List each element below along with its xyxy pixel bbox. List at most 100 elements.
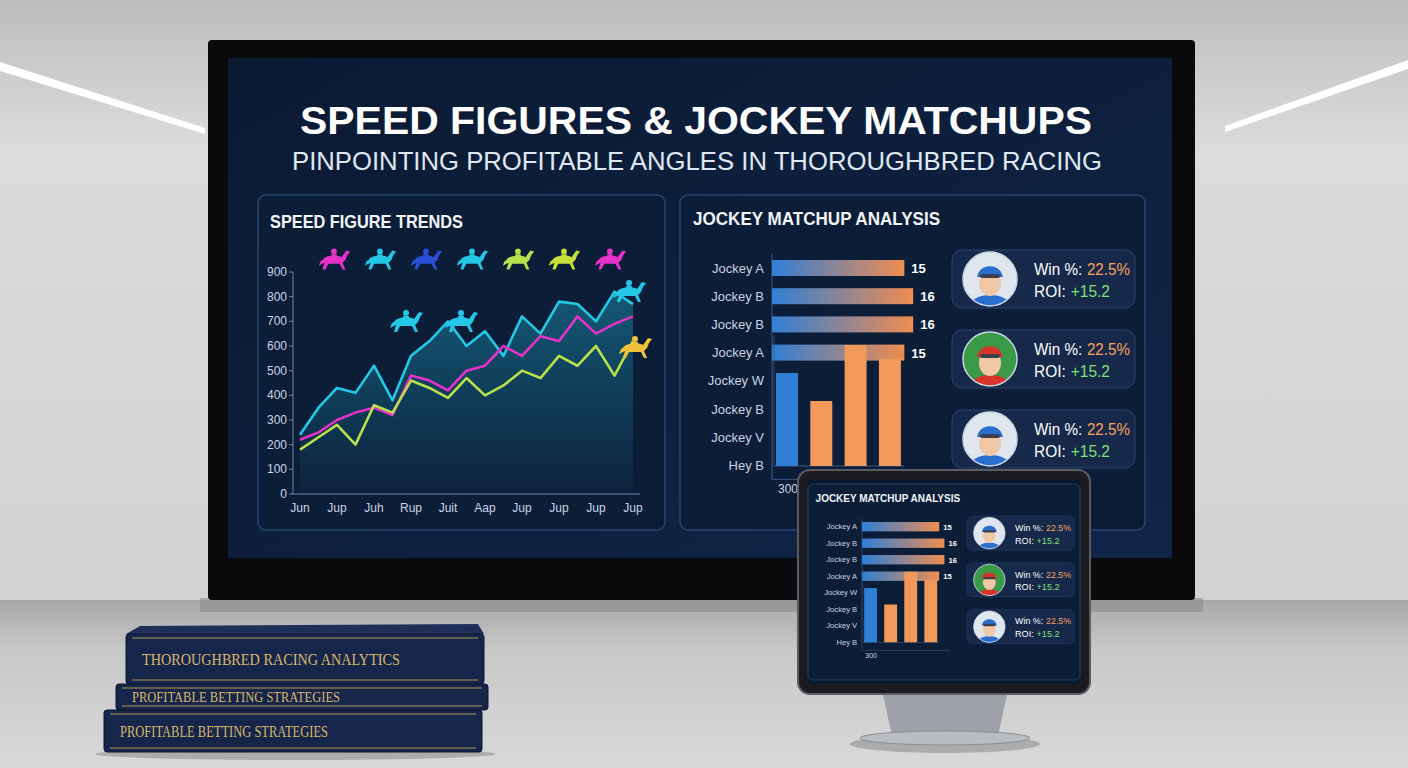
win-label: Win %: <box>1034 421 1082 438</box>
bar <box>862 572 939 581</box>
y-tick-label: Jockey B <box>826 605 857 614</box>
page: { "header": { "title": "SPEED FIGURES & … <box>0 0 1408 768</box>
horse-rider-body <box>403 316 409 320</box>
avatar-helmet <box>977 266 1003 279</box>
horse-rider-body <box>607 254 613 258</box>
x-tick-label: Aap <box>474 501 496 515</box>
y-tick-label: Jockey B <box>711 317 764 332</box>
horse-rider <box>632 336 638 342</box>
x-axis <box>862 650 950 651</box>
y-tick-label: Jockey V <box>711 430 764 445</box>
horse-icon <box>445 310 478 332</box>
annotation: 300 <box>778 482 798 496</box>
y-tick-label: 300 <box>267 413 287 427</box>
panel <box>258 195 665 530</box>
roi-line: ROI:+15.2 <box>1015 629 1059 639</box>
roi-value: +15.2 <box>1037 536 1060 546</box>
y-tick-label: 100 <box>267 462 287 476</box>
x-tick-label: Jup <box>512 501 532 515</box>
horse-rider <box>469 249 475 255</box>
avatar-helmet <box>982 572 997 579</box>
y-tick-label: 900 <box>267 265 287 279</box>
book-spine <box>104 710 482 752</box>
book-title: PROFITABLE BETTING STRATEGIES <box>132 689 340 705</box>
speed-figure-panel: SPEED FIGURE TRENDS010020030040050060070… <box>258 195 665 530</box>
data-label: 15 <box>943 572 952 581</box>
horse-rider <box>458 310 464 316</box>
roi-value: +15.2 <box>1071 363 1110 380</box>
y-axis <box>293 272 294 494</box>
book-trim <box>110 714 476 715</box>
roi-value: +15.2 <box>1071 443 1110 460</box>
horse-rider <box>515 249 521 255</box>
y-tick-label: Jockey A <box>827 572 858 581</box>
win-value: 22.5% <box>1087 261 1130 278</box>
horse-icon <box>390 310 423 332</box>
title: SPEED FIGURES & JOCKEY MATCHUPS <box>300 100 1092 142</box>
panel-title: SPEED FIGURE TRENDS <box>270 211 463 232</box>
horse-rider-body <box>626 286 632 290</box>
y-tick <box>289 321 293 322</box>
stat-card: Win %:22.5%ROI:+15.2 <box>952 250 1135 317</box>
y-tick <box>289 444 293 445</box>
book-spine <box>116 684 488 710</box>
horse-rider-body <box>458 316 464 320</box>
bar <box>810 401 832 466</box>
x-tick-label: Jun <box>290 501 309 515</box>
bar <box>776 373 798 466</box>
stat-card: Win %:22.5% ROI: +15.2 <box>952 330 1135 397</box>
annotation: 300 <box>865 652 877 659</box>
data-label: 16 <box>948 539 956 548</box>
vbar-plot <box>864 572 937 643</box>
y-tick-label: 400 <box>267 388 287 402</box>
horse-icon <box>503 249 534 270</box>
x-tick-label: Juh <box>364 501 383 515</box>
y-tick-label: 700 <box>267 314 287 328</box>
x-tick-label: Rup <box>400 501 422 515</box>
book-trim <box>132 680 478 681</box>
series-area <box>300 292 633 494</box>
book-title: THOROUGHBRED RACING ANALYTICS <box>142 650 400 669</box>
y-tick <box>289 494 293 495</box>
y-tick <box>289 370 293 371</box>
win-line: Win %:22.5% <box>1034 341 1130 358</box>
wall <box>0 0 1408 600</box>
win-value: 22.5% <box>1046 523 1071 533</box>
bar <box>862 539 945 548</box>
tablet: JOCKEY MATCHUP ANALYSISJockey AJockey BJ… <box>798 470 1090 753</box>
y-axis <box>772 254 773 479</box>
win-line: Win %:22.5% <box>1015 570 1071 580</box>
horse-icon <box>319 249 350 270</box>
stat-card: Win %:22.5%ROI:+15.2 <box>967 610 1074 649</box>
avatar <box>963 332 1017 397</box>
bar <box>862 555 945 564</box>
book-cover-top <box>126 624 484 634</box>
roi-label: ROI: <box>1034 283 1066 300</box>
roi-label: ROI: <box>1034 363 1066 380</box>
y-tick-label: Jockey A <box>827 522 858 531</box>
book-title: PROFITABLE BETTING STRATEGIES <box>120 723 328 740</box>
avatar-ring <box>974 517 1006 549</box>
y-tick-label: Jockey B <box>826 555 857 564</box>
y-tick-label: Jockey A <box>712 261 764 276</box>
books: PROFITABLE BETTING STRATEGIES PROFITABLE … <box>95 624 495 760</box>
horse-rider <box>561 249 567 255</box>
subtitle: PINPOINTING PROFITABLE ANGLES IN THOROUG… <box>292 147 1102 175</box>
bar <box>772 288 913 304</box>
bar <box>772 260 904 276</box>
data-label: 15 <box>911 346 925 361</box>
x-tick-label: Juit <box>439 501 458 515</box>
data-label: 16 <box>948 556 956 565</box>
avatar <box>974 611 1006 649</box>
x-tick-label: Jup <box>549 501 569 515</box>
tablet-stand <box>882 690 1008 736</box>
y-tick-label: Jockey W <box>824 588 858 597</box>
y-axis <box>862 566 863 642</box>
horse-icon <box>619 336 652 358</box>
y-axis <box>861 519 862 651</box>
avatar <box>963 252 1017 317</box>
avatar <box>963 412 1017 477</box>
panel-title: JOCKEY MATCHUP ANALYSIS <box>693 208 940 229</box>
horse-rider <box>607 249 613 255</box>
book-trim <box>110 748 476 749</box>
